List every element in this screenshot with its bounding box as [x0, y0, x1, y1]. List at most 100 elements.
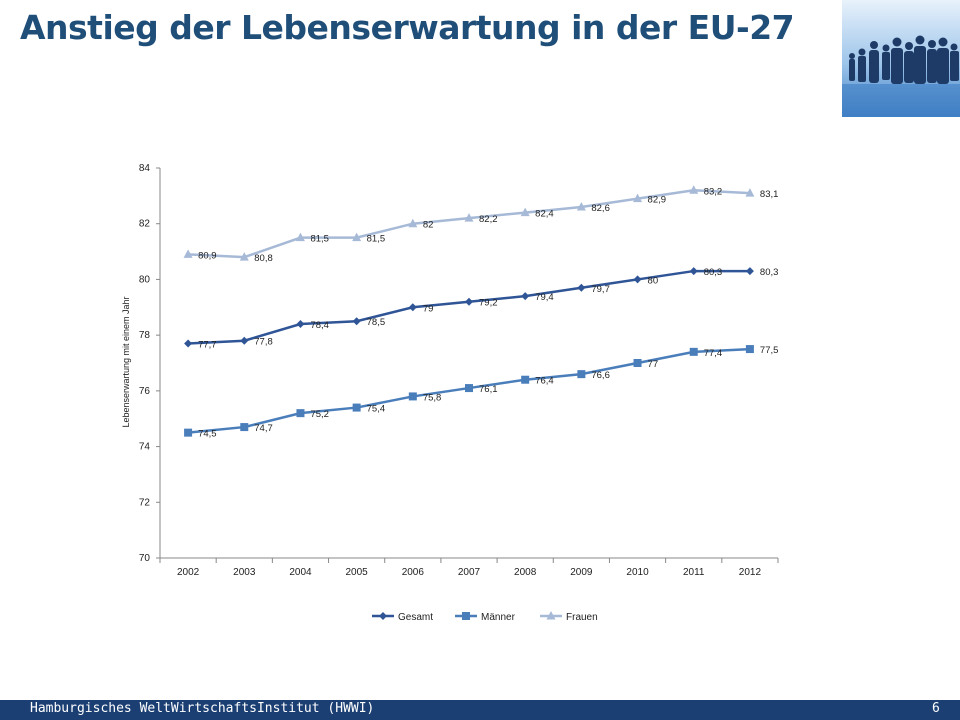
data-label: 83,1	[760, 189, 779, 200]
data-label: 80,3	[760, 267, 779, 278]
series-0: 77,7 77,8 78,4 78,5 79 79,2 79,4 79,7 80 80,3 80,3	[184, 267, 779, 351]
data-point-marker	[576, 202, 586, 211]
y-tick-label: 84	[139, 163, 151, 174]
data-label: 76,6	[591, 370, 610, 381]
data-point-marker	[577, 283, 586, 292]
data-label: 82,2	[479, 214, 498, 225]
footer-institution: Hamburgisches WeltWirtschaftsInstitut (H…	[30, 701, 375, 716]
family-silhouette-image	[842, 0, 960, 117]
legend-label: Gesamt	[398, 612, 433, 623]
data-point-marker	[689, 267, 698, 276]
data-point-marker	[465, 297, 473, 306]
data-label: 79,7	[591, 284, 610, 295]
data-point-marker	[521, 292, 530, 301]
data-point-marker	[296, 409, 305, 418]
data-point-marker	[745, 188, 755, 197]
data-label: 78,5	[367, 317, 386, 328]
y-axis-title: Lebenserwartung mit einem Jahr	[121, 296, 131, 427]
data-point-marker	[352, 403, 361, 412]
data-label: 77,7	[198, 340, 217, 351]
data-label: 82	[423, 220, 434, 231]
data-label: 74,7	[254, 423, 272, 434]
page-number: 6	[932, 701, 940, 716]
data-label: 76,4	[535, 376, 554, 387]
x-tick-label: 2007	[458, 567, 481, 578]
y-tick-label: 72	[139, 497, 151, 508]
legend-label: Männer	[481, 612, 516, 623]
data-point-marker	[240, 423, 249, 432]
data-point-marker	[295, 232, 305, 242]
data-point-marker	[633, 275, 642, 284]
data-label: 80,9	[198, 250, 217, 261]
data-label: 79,4	[535, 292, 554, 303]
data-label: 81,5	[367, 234, 386, 245]
y-tick-label: 70	[139, 553, 151, 564]
data-label: 80	[648, 275, 659, 286]
series-line	[188, 269, 750, 345]
y-tick-label: 74	[139, 442, 151, 453]
data-label: 75,4	[367, 404, 386, 415]
x-tick-label: 2012	[739, 567, 762, 578]
data-point-marker	[521, 375, 530, 384]
x-tick-label: 2008	[514, 567, 537, 578]
data-point-marker	[577, 370, 586, 379]
series-1: 74,5 74,7 75,2 75,4 75,8 76,1 76,4 76,6 77 77,4 77…	[184, 345, 778, 440]
legend-item: Männer	[455, 612, 516, 623]
data-point-marker	[408, 303, 417, 312]
data-label: 74,5	[198, 429, 217, 440]
x-tick-label: 2005	[346, 567, 369, 578]
data-point-marker	[408, 392, 417, 401]
x-tick-label: 2002	[177, 567, 200, 578]
data-point-marker	[183, 249, 193, 258]
data-label: 75,8	[423, 392, 442, 403]
data-label: 77,4	[704, 348, 723, 359]
data-point-marker	[408, 218, 418, 228]
data-point-marker	[240, 336, 249, 345]
legend: Gesamt Männer Frauen	[372, 611, 598, 623]
data-label: 79,2	[479, 298, 498, 309]
y-tick-label: 76	[139, 386, 151, 397]
y-tick-label: 78	[139, 330, 151, 341]
data-point-marker	[352, 232, 362, 242]
data-point-marker	[462, 612, 470, 620]
series-layer: 77,7 77,8 78,4 78,5 79 79,2 79,4 79,7 80 80,3 80,3…	[183, 185, 779, 440]
data-label: 81,5	[310, 234, 329, 245]
y-tick-label: 82	[139, 219, 151, 230]
x-tick-label: 2009	[570, 567, 593, 578]
data-point-marker	[745, 345, 754, 354]
data-point-marker	[520, 207, 530, 217]
data-point-marker	[689, 185, 699, 194]
y-tick-label: 80	[139, 274, 151, 285]
data-label: 82,9	[648, 195, 667, 206]
data-label: 77,5	[760, 345, 779, 356]
page-title: Anstieg der Lebenserwartung in der EU-27	[20, 8, 795, 47]
data-point-marker	[464, 213, 474, 222]
data-label: 78,4	[310, 320, 329, 331]
footer-bar: Hamburgisches WeltWirtschaftsInstitut (H…	[0, 700, 960, 720]
data-label: 77	[648, 359, 659, 370]
data-label: 80,8	[254, 253, 272, 264]
data-label: 82,6	[591, 203, 610, 214]
x-tick-label: 2004	[289, 567, 312, 578]
x-tick-label: 2010	[626, 567, 649, 578]
data-point-marker	[352, 317, 361, 326]
data-point-marker	[184, 339, 193, 348]
data-label: 80,3	[704, 267, 723, 278]
data-point-marker	[745, 267, 754, 276]
data-point-marker	[689, 347, 698, 356]
data-point-marker	[546, 611, 556, 620]
x-tick-label: 2011	[683, 567, 705, 578]
data-label: 83,2	[704, 186, 723, 197]
data-point-marker	[239, 252, 249, 261]
series-2: 80,9 80,8 81,5 81,5 82 82,2 82,4 82,6 82,9 83,2 83…	[183, 185, 779, 264]
data-label: 75,2	[310, 409, 329, 420]
x-tick-label: 2003	[233, 567, 256, 578]
data-point-marker	[379, 612, 387, 620]
data-point-marker	[465, 384, 473, 393]
data-point-marker	[184, 428, 193, 437]
x-tick-label: 2006	[402, 567, 425, 578]
legend-item: Gesamt	[372, 612, 433, 623]
data-label: 76,1	[479, 384, 498, 395]
x-axis: 2002 2003 2004 2005 2006 2007 2008 2009 2010 2011…	[159, 557, 779, 578]
